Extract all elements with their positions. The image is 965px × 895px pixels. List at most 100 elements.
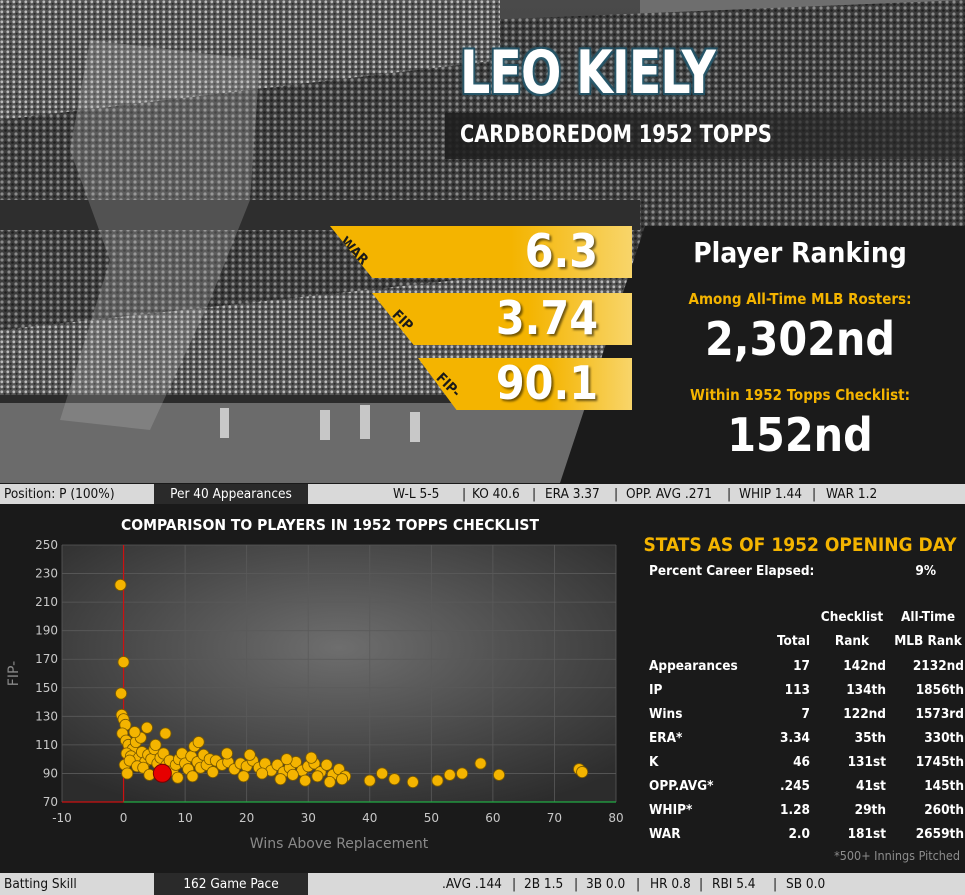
stats-table-title: STATS AS OF 1952 OPENING DAY [643, 534, 957, 556]
stat-total: 46 [793, 754, 810, 770]
checklist-rank-label: Within 1952 Topps Checklist: [689, 386, 911, 404]
fip-stat-tile: FIP 3.74 [372, 293, 632, 345]
scatter-point [280, 753, 293, 766]
stat-name: OPP.AVG* [649, 778, 714, 794]
x-tick-label: 40 [362, 811, 377, 825]
scatter-point [140, 721, 153, 734]
stat-total: 113 [784, 682, 810, 698]
scatter-point [406, 776, 419, 789]
x-tick-label: -10 [52, 811, 72, 825]
scatter-point [443, 768, 456, 781]
header-alltime-bottom: MLB Rank [894, 633, 962, 649]
pitch-divider: | [532, 486, 537, 502]
scatter-point [311, 770, 324, 783]
pitch-divider: | [614, 486, 619, 502]
batting-pace-tab: 162 Game Pace [154, 873, 308, 895]
scatter-point [243, 748, 256, 761]
y-axis-label: FIP- [6, 661, 22, 686]
stat-name: WHIP* [649, 802, 693, 818]
scatter-point [220, 747, 233, 760]
stat-name: ERA* [649, 730, 683, 746]
scatter-point [336, 773, 349, 786]
x-tick-label: 10 [177, 811, 192, 825]
stat-total: 17 [793, 658, 810, 674]
alltime-rank-label: Among All-Time MLB Rosters: [688, 290, 912, 308]
scatter-point [117, 656, 130, 669]
stat-checklist-rank: 35th [854, 730, 886, 746]
header-total: Total [777, 633, 810, 649]
pace-label: Per 40 Appearances [170, 486, 292, 502]
stat-checklist-rank: 131st [847, 754, 886, 770]
war-stat-tile: WAR 6.3 [330, 226, 632, 278]
stat-alltime-rank: 2659th [915, 826, 964, 842]
bat-divider: | [699, 876, 704, 892]
war-value: 6.3 [524, 224, 598, 278]
pitch-divider: | [812, 486, 817, 502]
y-tick-label: 110 [35, 738, 58, 752]
pace-tab: Per 40 Appearances [154, 484, 308, 504]
y-tick-label: 230 [35, 567, 58, 581]
scatter-point [493, 768, 506, 781]
fip-minus-value: 90.1 [495, 356, 598, 410]
scatter-point [474, 757, 487, 770]
stat-alltime-rank: 330th [924, 730, 964, 746]
x-tick-label: 20 [239, 811, 254, 825]
x-tick-label: 50 [424, 811, 439, 825]
dark-overlay [560, 226, 965, 483]
scatter-point [320, 758, 333, 771]
stat-name: Wins [649, 706, 683, 722]
stat-name: Appearances [649, 658, 738, 674]
bat-stat-rbi: RBI 5.4 [712, 876, 756, 892]
header-checklist-top: Checklist [820, 609, 884, 625]
x-tick-label: 0 [120, 811, 128, 825]
y-tick-label: 170 [35, 652, 58, 666]
bat-divider: | [512, 876, 517, 892]
stat-total: 3.34 [780, 730, 810, 746]
stat-alltime-rank: 1573rd [915, 706, 965, 722]
pitch-stat-ko: KO 40.6 [472, 486, 520, 502]
pitch-stat-whip: WHIP 1.44 [739, 486, 802, 502]
y-tick-label: 210 [35, 595, 58, 609]
scatter-point [128, 726, 141, 739]
scatter-point [576, 766, 589, 779]
pitch-divider: | [727, 486, 732, 502]
stat-total: 7 [801, 706, 810, 722]
y-tick-label: 90 [43, 766, 58, 780]
scatter-point [363, 774, 376, 787]
stat-name: IP [649, 682, 663, 698]
header-alltime-top: All-Time [900, 609, 956, 625]
footnote: *500+ Innings Pitched [834, 848, 960, 863]
scatter-point [171, 771, 184, 784]
scatter-point [456, 767, 469, 780]
stat-checklist-rank: 29th [854, 802, 886, 818]
pitch-stat-wl: W-L 5-5 [393, 486, 440, 502]
subtitle-backdrop [445, 113, 965, 159]
x-tick-label: 60 [485, 811, 500, 825]
set-subtitle: CARDBOREDOM 1952 TOPPS [460, 120, 772, 148]
fip-minus-stat-tile: FIP- 90.1 [418, 358, 632, 410]
stat-checklist-rank: 122nd [843, 706, 886, 722]
scatter-point [305, 751, 318, 764]
stat-alltime-rank: 1745th [915, 754, 964, 770]
scatter-point [149, 738, 162, 751]
bat-stat-avg: .AVG .144 [442, 876, 502, 892]
x-tick-label: 80 [608, 811, 623, 825]
scatter-point [206, 766, 219, 779]
scatter-point [121, 767, 134, 780]
career-elapsed-value: 9% [915, 563, 936, 579]
bat-stat-hr: HR 0.8 [650, 876, 691, 892]
y-tick-label: 150 [35, 681, 58, 695]
scatter-point [274, 773, 287, 786]
stat-total: .245 [780, 778, 810, 794]
stat-total: 2.0 [788, 826, 810, 842]
x-axis-label: Wins Above Replacement [250, 836, 429, 852]
stat-alltime-rank: 145th [924, 778, 964, 794]
scatter-point [299, 774, 312, 787]
scatter-point [237, 770, 250, 783]
highlighted-player-point [152, 763, 172, 783]
stat-checklist-rank: 41st [856, 778, 886, 794]
chart-title: COMPARISON TO PLAYERS IN 1952 TOPPS CHEC… [121, 516, 539, 534]
y-tick-label: 70 [43, 795, 58, 809]
pitch-stat-oppavg: OPP. AVG .271 [626, 486, 712, 502]
stat-alltime-rank: 260th [924, 802, 964, 818]
